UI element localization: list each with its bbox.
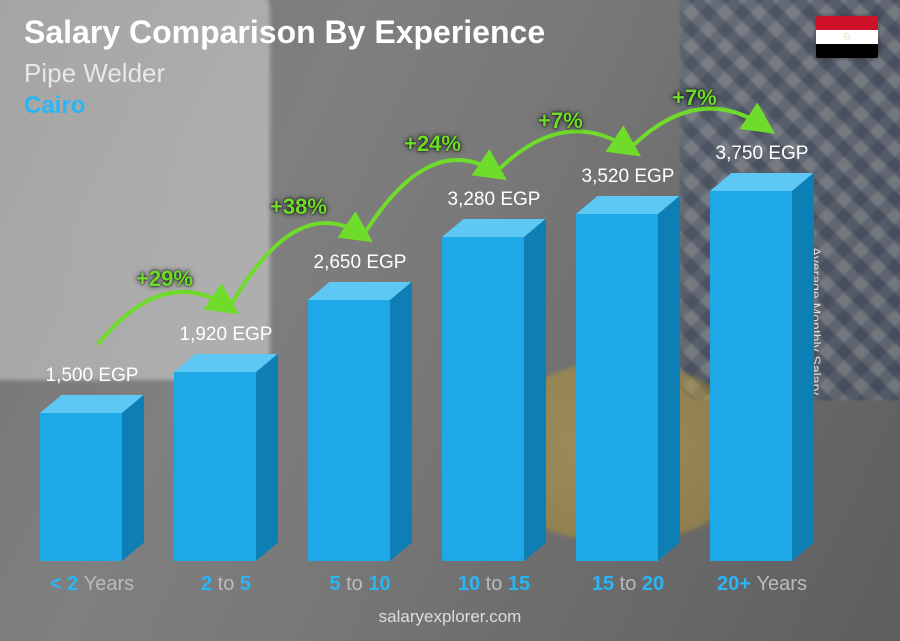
flag-stripe xyxy=(816,16,878,30)
bar-slot: 1,500 EGP< 2 Years xyxy=(40,121,150,561)
bar-slot: 3,520 EGP15 to 20 xyxy=(576,121,686,561)
page-title: Salary Comparison By Experience xyxy=(24,14,545,51)
bar-x-label: 2 to 5 xyxy=(156,573,296,596)
bar-value-label: 2,650 EGP xyxy=(290,252,430,274)
growth-label: +24% xyxy=(404,131,461,157)
city-label: Cairo xyxy=(24,92,85,120)
bar-value-label: 3,750 EGP xyxy=(692,143,832,165)
bar-slot: 1,920 EGP2 to 5 xyxy=(174,121,284,561)
growth-label: +7% xyxy=(672,85,717,111)
bar-x-label: 5 to 10 xyxy=(290,573,430,596)
bar-side xyxy=(256,353,278,561)
growth-label: +7% xyxy=(538,108,583,134)
bar-value-label: 1,500 EGP xyxy=(22,365,162,387)
bar-value-label: 3,520 EGP xyxy=(558,166,698,188)
bar-side xyxy=(122,395,144,561)
bar-front xyxy=(710,191,792,561)
bar-front xyxy=(40,413,122,561)
bar-side xyxy=(658,195,680,561)
bar-x-label: 20+ Years xyxy=(692,573,832,596)
bar-slot: 2,650 EGP5 to 10 xyxy=(308,121,418,561)
job-title: Pipe Welder xyxy=(24,58,165,89)
growth-label: +38% xyxy=(270,194,327,220)
flag-stripe xyxy=(816,44,878,58)
country-flag-icon: ♘ xyxy=(816,16,878,58)
bar-x-label: 10 to 15 xyxy=(424,573,564,596)
infographic-stage: Salary Comparison By Experience Pipe Wel… xyxy=(0,0,900,641)
bar-x-label: 15 to 20 xyxy=(558,573,698,596)
bar-front xyxy=(576,214,658,561)
bar-front xyxy=(442,237,524,561)
bar-slot: 3,280 EGP10 to 15 xyxy=(442,121,552,561)
bar-slot: 3,750 EGP20+ Years xyxy=(710,121,820,561)
bar-chart: 1,500 EGP< 2 Years1,920 EGP2 to 52,650 E… xyxy=(40,121,840,561)
bar-side xyxy=(390,281,412,561)
bar-front xyxy=(308,300,390,561)
bar-side xyxy=(792,173,814,561)
attribution: salaryexplorer.com xyxy=(379,607,522,627)
bar-x-label: < 2 Years xyxy=(22,573,162,596)
eagle-icon: ♘ xyxy=(843,32,852,43)
bar-value-label: 1,920 EGP xyxy=(156,324,296,346)
bar-side xyxy=(524,219,546,561)
bar-front xyxy=(174,372,256,561)
bar-value-label: 3,280 EGP xyxy=(424,189,564,211)
growth-label: +29% xyxy=(136,266,193,292)
flag-stripe: ♘ xyxy=(816,30,878,44)
